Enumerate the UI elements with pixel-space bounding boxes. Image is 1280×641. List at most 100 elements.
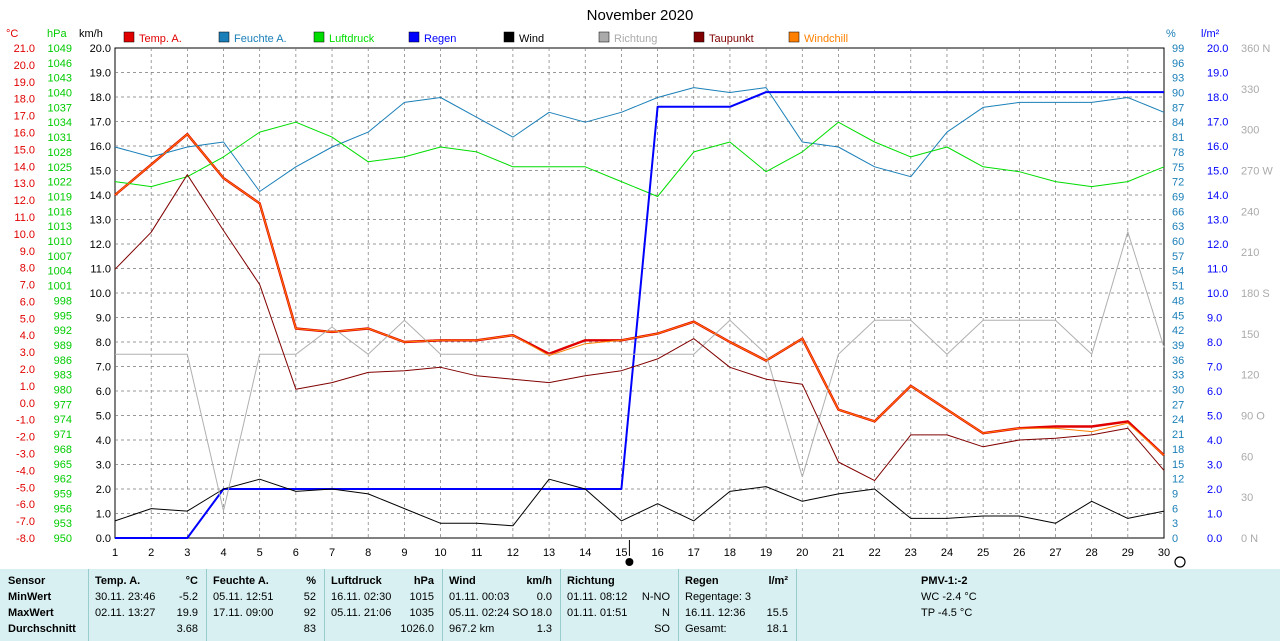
direction-tick-label: 150 (1241, 329, 1259, 341)
temp-tick-label: 12.0 (14, 195, 35, 207)
temp-tick-label: -4.0 (16, 465, 35, 477)
temp-tick-label: -1.0 (16, 415, 35, 427)
stats-temp-title: Temp. A. (95, 575, 141, 587)
pressure-tick-label: 992 (54, 325, 72, 337)
temp-tick-label: 3.0 (20, 347, 35, 359)
legend-swatch (503, 31, 515, 43)
humidity-tick-label: 78 (1172, 147, 1184, 159)
humidity-tick-label: 99 (1172, 43, 1184, 55)
humidity-tick-label: 60 (1172, 236, 1184, 248)
humidity-tick-label: 12 (1172, 474, 1184, 486)
stats-hum-max-time: 17.11. 09:00 (213, 607, 274, 619)
stats-temp-max-time: 02.11. 13:27 (95, 607, 156, 619)
x-tick-label: 23 (905, 547, 917, 559)
stats-label-avg: Durchschnitt (8, 623, 76, 635)
x-tick-label: 15 (615, 547, 627, 559)
series-line-richtung (115, 231, 1165, 512)
wind-tick-label: 7.0 (96, 362, 111, 374)
stats-dir-max: N (662, 607, 670, 619)
stats-pmv-wc: WC -2.4 °C (921, 591, 977, 603)
pressure-tick-label: 1031 (48, 132, 72, 144)
direction-tick-label: 360 N (1241, 43, 1270, 55)
wind-tick-label: 8.0 (96, 337, 111, 349)
humidity-tick-label: 21 (1172, 429, 1184, 441)
rain-tick-label: 2.0 (1207, 484, 1222, 496)
stats-rain-title: Regen (685, 575, 719, 587)
temp-tick-label: 0.0 (20, 398, 35, 410)
humidity-tick-label: 0 (1172, 533, 1178, 545)
rain-tick-label: 16.0 (1207, 141, 1228, 153)
stats-press-avg: 1026.0 (400, 623, 434, 635)
stats-wind-title: Wind (449, 575, 476, 587)
stats-rain-unit: l/m² (768, 575, 788, 587)
rain-tick-label: 20.0 (1207, 43, 1228, 55)
pressure-tick-label: 1010 (48, 236, 72, 248)
wind-tick-label: 19.0 (90, 68, 111, 80)
x-tick-label: 29 (1122, 547, 1134, 559)
pressure-tick-label: 974 (54, 414, 72, 426)
direction-tick-label: 210 (1241, 247, 1259, 259)
humidity-tick-label: 51 (1172, 281, 1184, 293)
humidity-tick-label: 93 (1172, 73, 1184, 85)
temp-tick-label: -6.0 (16, 499, 35, 511)
x-tick-label: 14 (579, 547, 591, 559)
stats-hum-min: 52 (303, 591, 316, 603)
temp-tick-label: 8.0 (20, 263, 35, 275)
pressure-tick-label: 980 (54, 385, 72, 397)
stats-wind-min-time: 01.11. 00:03 (449, 591, 510, 603)
humidity-tick-label: 42 (1172, 325, 1184, 337)
rain-tick-label: 15.0 (1207, 166, 1228, 178)
temp-tick-label: 19.0 (14, 77, 35, 89)
pressure-tick-label: 1046 (48, 58, 72, 70)
stats-pmv-tp: TP -4.5 °C (921, 607, 973, 619)
pressure-tick-label: 956 (54, 503, 72, 515)
pressure-tick-label: 1001 (48, 281, 72, 293)
x-tick-label: 22 (868, 547, 880, 559)
rain-tick-label: 12.0 (1207, 239, 1228, 251)
x-tick-label: 5 (257, 547, 263, 559)
humidity-tick-label: 90 (1172, 88, 1184, 100)
stats-hum-max: 92 (303, 607, 316, 619)
temp-tick-label: 20.0 (14, 60, 35, 72)
temp-tick-label: 18.0 (14, 94, 35, 106)
humidity-tick-label: 18 (1172, 444, 1184, 456)
rain-tick-label: 19.0 (1207, 68, 1228, 80)
stats-dir-min-time: 01.11. 08:12 (567, 591, 628, 603)
x-tick-label: 25 (977, 547, 989, 559)
direction-tick-label: 30 (1241, 492, 1253, 504)
rain-tick-label: 7.0 (1207, 362, 1222, 374)
wind-tick-label: 6.0 (96, 386, 111, 398)
wind-tick-label: 2.0 (96, 484, 111, 496)
temp-tick-label: 4.0 (20, 330, 35, 342)
legend-label: Wind (519, 33, 544, 45)
legend-label: Temp. A. (139, 33, 182, 45)
x-tick-label: 9 (401, 547, 407, 559)
x-tick-label: 26 (1013, 547, 1025, 559)
x-tick-label: 16 (651, 547, 663, 559)
stats-wind-max: 18.0 (530, 607, 552, 619)
humidity-tick-label: 66 (1172, 206, 1184, 218)
pressure-axis-unit: hPa (47, 28, 67, 40)
x-tick-label: 7 (329, 547, 335, 559)
stats-press-unit: hPa (413, 575, 434, 587)
legend-label: Feuchte A. (234, 33, 287, 45)
stats-temp: Temp. A. °C 30.11. 23:46 -5.2 02.11. 13:… (88, 569, 206, 641)
stats-hum-min-time: 05.11. 12:51 (213, 591, 274, 603)
stats-labels: Sensor MinWert MaxWert Durchschnitt (0, 569, 88, 641)
rain-tick-label: 3.0 (1207, 460, 1222, 472)
stats-wind-min: 0.0 (536, 591, 552, 603)
wind-tick-label: 11.0 (90, 264, 111, 276)
legend-swatch (788, 31, 800, 43)
pressure-tick-label: 950 (54, 533, 72, 545)
x-tick-label: 18 (724, 547, 736, 559)
x-tick-label: 20 (796, 547, 808, 559)
pressure-tick-label: 1013 (48, 221, 72, 233)
direction-tick-label: 60 (1241, 451, 1253, 463)
stats-direction: Richtung 01.11. 08:12 N-NO 01.11. 01:51 … (560, 569, 678, 641)
pressure-tick-label: 1016 (48, 206, 72, 218)
x-tick-label: 13 (543, 547, 555, 559)
stats-rain-total-label: Gesamt: (685, 623, 727, 635)
stats-hum-title: Feuchte A. (213, 575, 269, 587)
humidity-tick-label: 48 (1172, 295, 1184, 307)
stats-rain-max: 15.5 (766, 607, 788, 619)
